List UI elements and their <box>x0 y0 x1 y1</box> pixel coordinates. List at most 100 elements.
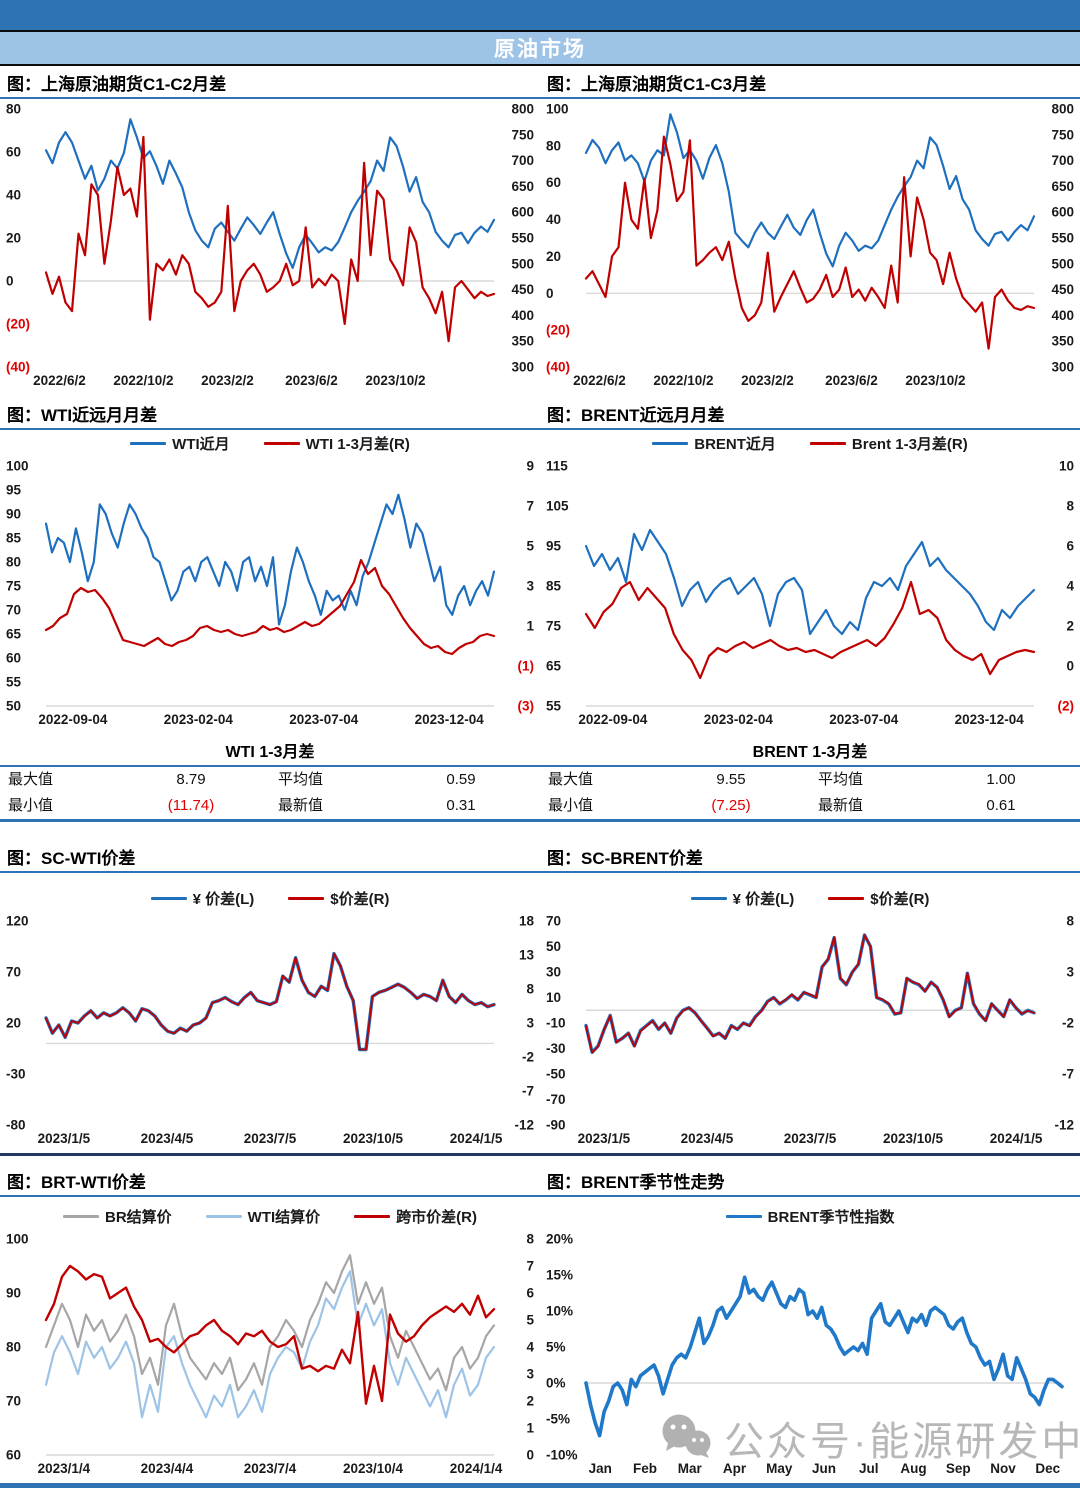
chart-title-wti-spread: 图：WTI近远月月差 <box>7 406 158 425</box>
brent-min-value: (7.25) <box>711 797 751 814</box>
section-banner: 原油市场 <box>0 32 1080 66</box>
svg-text:2023/10/5: 2023/10/5 <box>883 1131 944 1146</box>
svg-text:450: 450 <box>511 282 534 297</box>
svg-text:20: 20 <box>6 1016 21 1031</box>
legend-label: BRENT季节性指数 <box>767 1208 895 1226</box>
svg-text:3: 3 <box>526 1016 534 1031</box>
svg-text:50: 50 <box>6 699 21 714</box>
svg-text:-80: -80 <box>6 1118 26 1133</box>
svg-text:8: 8 <box>526 1232 534 1247</box>
svg-text:(2): (2) <box>1058 699 1075 714</box>
chart-canvas: 100 80 60 40 20 0 (20) (40) 800 750 700 650 600 550 50… <box>546 102 1074 389</box>
wti-max-value: 8.79 <box>176 771 206 788</box>
chart-title-sc-c1c3: 图：上海原油期货C1-C3月差 <box>547 75 767 94</box>
svg-text:60: 60 <box>6 145 21 160</box>
svg-text:2023/4/5: 2023/4/5 <box>681 1131 734 1146</box>
svg-text:0: 0 <box>1066 659 1074 674</box>
svg-text:7: 7 <box>526 499 534 514</box>
svg-text:-5%: -5% <box>546 1412 570 1427</box>
svg-text:300: 300 <box>1051 360 1074 375</box>
legend-swatch <box>809 441 846 445</box>
wti-latest-label: 最新值 <box>278 797 324 814</box>
svg-text:-12: -12 <box>514 1118 534 1133</box>
chart-brt-wti-diff: BR结算价 WTI结算价 跨市价差(R) 100 90 80 70 60 8 7 6 5 4 3 2 1 0 2… <box>0 1197 540 1479</box>
svg-text:4: 4 <box>526 1340 534 1355</box>
svg-text:13: 13 <box>519 948 535 963</box>
svg-text:20: 20 <box>6 231 21 246</box>
svg-text:8: 8 <box>526 982 534 997</box>
svg-text:2024/1/5: 2024/1/5 <box>990 1131 1043 1146</box>
stats-wti: 最大值 8.79 平均值 0.59 最小值 (11.74) 最新值 0.31 <box>0 767 540 819</box>
chart-title-brent-seasonal: 图：BRENT季节性走势 <box>547 1173 725 1192</box>
svg-text:70: 70 <box>6 603 21 618</box>
chart-legend: WTI近月 WTI 1-3月差(R) <box>0 430 540 456</box>
svg-text:500: 500 <box>1051 256 1074 271</box>
svg-text:95: 95 <box>546 539 562 554</box>
brent-max-label: 最大值 <box>548 771 594 788</box>
legend-item: $价差(R) <box>288 888 389 909</box>
svg-text:-70: -70 <box>546 1092 566 1107</box>
wti-min-value: (11.74) <box>167 797 215 814</box>
chart-canvas: 115 105 95 85 75 65 55 10 8 6 4 2 0 (2) 2022-09-04 2023… <box>546 459 1075 728</box>
svg-text:650: 650 <box>1051 179 1074 194</box>
svg-text:85: 85 <box>6 531 22 546</box>
svg-text:6: 6 <box>526 1286 534 1301</box>
legend-label: ¥ 价差(L) <box>732 890 795 908</box>
svg-text:2023/7/5: 2023/7/5 <box>244 1131 297 1146</box>
svg-text:20: 20 <box>546 249 561 264</box>
svg-text:7: 7 <box>526 1259 534 1274</box>
svg-text:2023/6/2: 2023/6/2 <box>825 373 878 388</box>
svg-text:400: 400 <box>1051 308 1074 323</box>
svg-text:90: 90 <box>6 507 21 522</box>
svg-text:-7: -7 <box>522 1084 534 1099</box>
chart-sc-brent-diff: ¥ 价差(L) $价差(R) 70 50 30 10 -10 -30 -50 -70 -90 8 3 -… <box>540 873 1080 1149</box>
svg-text:60: 60 <box>546 175 561 190</box>
charts-row-3: ¥ 价差(L) $价差(R) 120 70 20 -30 -80 18 13 8 3 -2 -7 -12… <box>0 873 1080 1149</box>
title-row-1: 图：上海原油期货C1-C2月差 图：上海原油期货C1-C3月差 <box>0 66 1080 99</box>
svg-text:2023-12-04: 2023-12-04 <box>415 712 485 727</box>
svg-text:500: 500 <box>511 256 534 271</box>
svg-text:2023-02-04: 2023-02-04 <box>704 712 774 727</box>
legend-item: WTI结算价 <box>205 1206 321 1227</box>
svg-text:9: 9 <box>526 459 534 474</box>
legend-label: $价差(R) <box>870 890 930 908</box>
svg-text:2022/6/2: 2022/6/2 <box>573 373 626 388</box>
legend-swatch <box>725 1214 762 1218</box>
charts-row-1: 80 60 40 20 0 (20) (40) 800 750 700 650 600 550 500 45… <box>0 99 1080 391</box>
stats-header-row: WTI 1-3月差 BRENT 1-3月差 <box>0 730 1080 767</box>
svg-text:0%: 0% <box>546 1376 566 1391</box>
chart-canvas: 20%15%10%5%0%-5%-10%Jan Feb Mar Apr May Jun Ju… <box>546 1232 1064 1476</box>
wti-avg-label: 平均值 <box>278 771 324 788</box>
svg-text:2023/2/2: 2023/2/2 <box>201 373 254 388</box>
svg-text:-30: -30 <box>546 1041 566 1056</box>
svg-text:2023/2/2: 2023/2/2 <box>741 373 794 388</box>
svg-text:(20): (20) <box>546 323 570 338</box>
svg-text:-10%: -10% <box>546 1448 578 1463</box>
chart-legend: BRENT近月 Brent 1-3月差(R) <box>540 430 1080 456</box>
legend-item: Brent 1-3月差(R) <box>809 433 968 454</box>
chart-wti-month-spread: WTI近月 WTI 1-3月差(R) 100 95 90 85 80 75 70 65 60 55 5… <box>0 430 540 730</box>
svg-text:70: 70 <box>6 1394 21 1409</box>
svg-text:(40): (40) <box>6 360 30 375</box>
svg-text:80: 80 <box>546 138 561 153</box>
legend-item: BRENT近月 <box>652 433 776 454</box>
chart-canvas: 80 60 40 20 0 (20) (40) 800 750 700 650 600 550 500 45… <box>6 102 534 389</box>
svg-text:65: 65 <box>546 659 562 674</box>
legend-label: WTI结算价 <box>247 1208 321 1226</box>
svg-text:55: 55 <box>546 699 562 714</box>
title-row-4: 图：BRT-WTI价差 图：BRENT季节性走势 <box>0 1164 1080 1197</box>
svg-text:2023-02-04: 2023-02-04 <box>164 712 234 727</box>
svg-text:2023/10/5: 2023/10/5 <box>343 1131 404 1146</box>
legend-item: ¥ 价差(L) <box>690 888 795 909</box>
svg-text:600: 600 <box>511 205 534 220</box>
navy-section-divider <box>0 1153 1080 1156</box>
section-title: 原油市场 <box>494 38 586 61</box>
svg-text:65: 65 <box>6 627 22 642</box>
svg-text:0: 0 <box>526 1448 534 1463</box>
svg-text:5: 5 <box>526 539 534 554</box>
legend-label: 跨市价差(R) <box>396 1208 477 1226</box>
legend-swatch <box>150 896 187 900</box>
legend-label: Brent 1-3月差(R) <box>851 435 968 453</box>
svg-text:60: 60 <box>6 651 21 666</box>
svg-text:8: 8 <box>1066 499 1074 514</box>
